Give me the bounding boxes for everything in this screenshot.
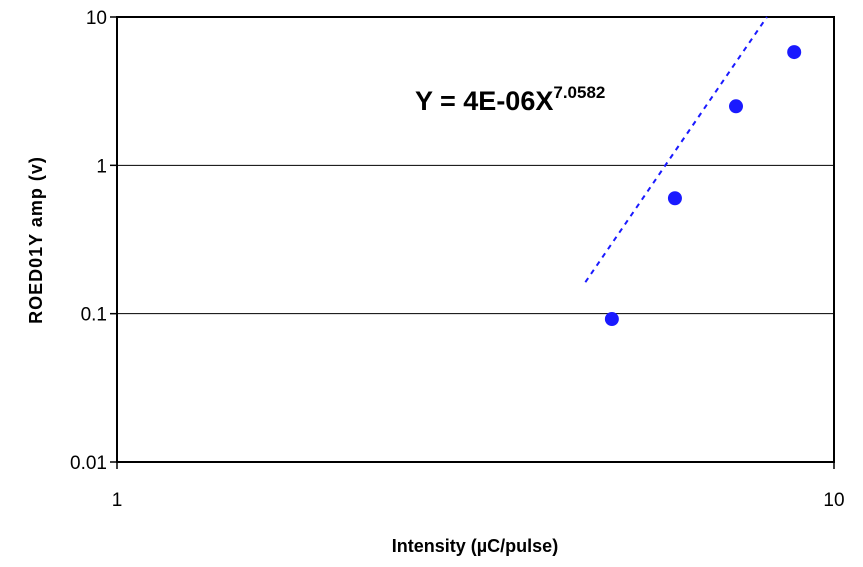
plot-area-frame — [116, 16, 835, 463]
trendline-group — [584, 16, 768, 283]
data-point — [787, 45, 802, 60]
trendline-equation: Y = 4E-06X7.0582 — [415, 83, 605, 116]
trendline — [584, 16, 768, 283]
axis-ticks: 0.01 0.1 1 10 1 10 — [70, 8, 845, 511]
y-tick-label: 0.1 — [81, 305, 107, 326]
data-points — [604, 45, 802, 327]
data-point — [729, 99, 744, 114]
equation-exponent: 7.0582 — [553, 83, 605, 102]
data-point — [604, 312, 619, 327]
x-tick-label: 1 — [112, 490, 123, 511]
y-tick-label: 10 — [86, 8, 107, 29]
gridlines — [117, 164, 834, 315]
y-axis-label: ROED01Y amp (v) — [26, 156, 46, 324]
y-tick-label: 0.01 — [70, 453, 107, 474]
y-tick-label: 1 — [96, 156, 107, 177]
equation-base: Y = 4E-06X — [415, 86, 553, 116]
data-point — [667, 191, 682, 206]
x-tick-label: 10 — [823, 490, 844, 511]
x-axis-label: Intensity (µC/pulse) — [392, 536, 558, 556]
